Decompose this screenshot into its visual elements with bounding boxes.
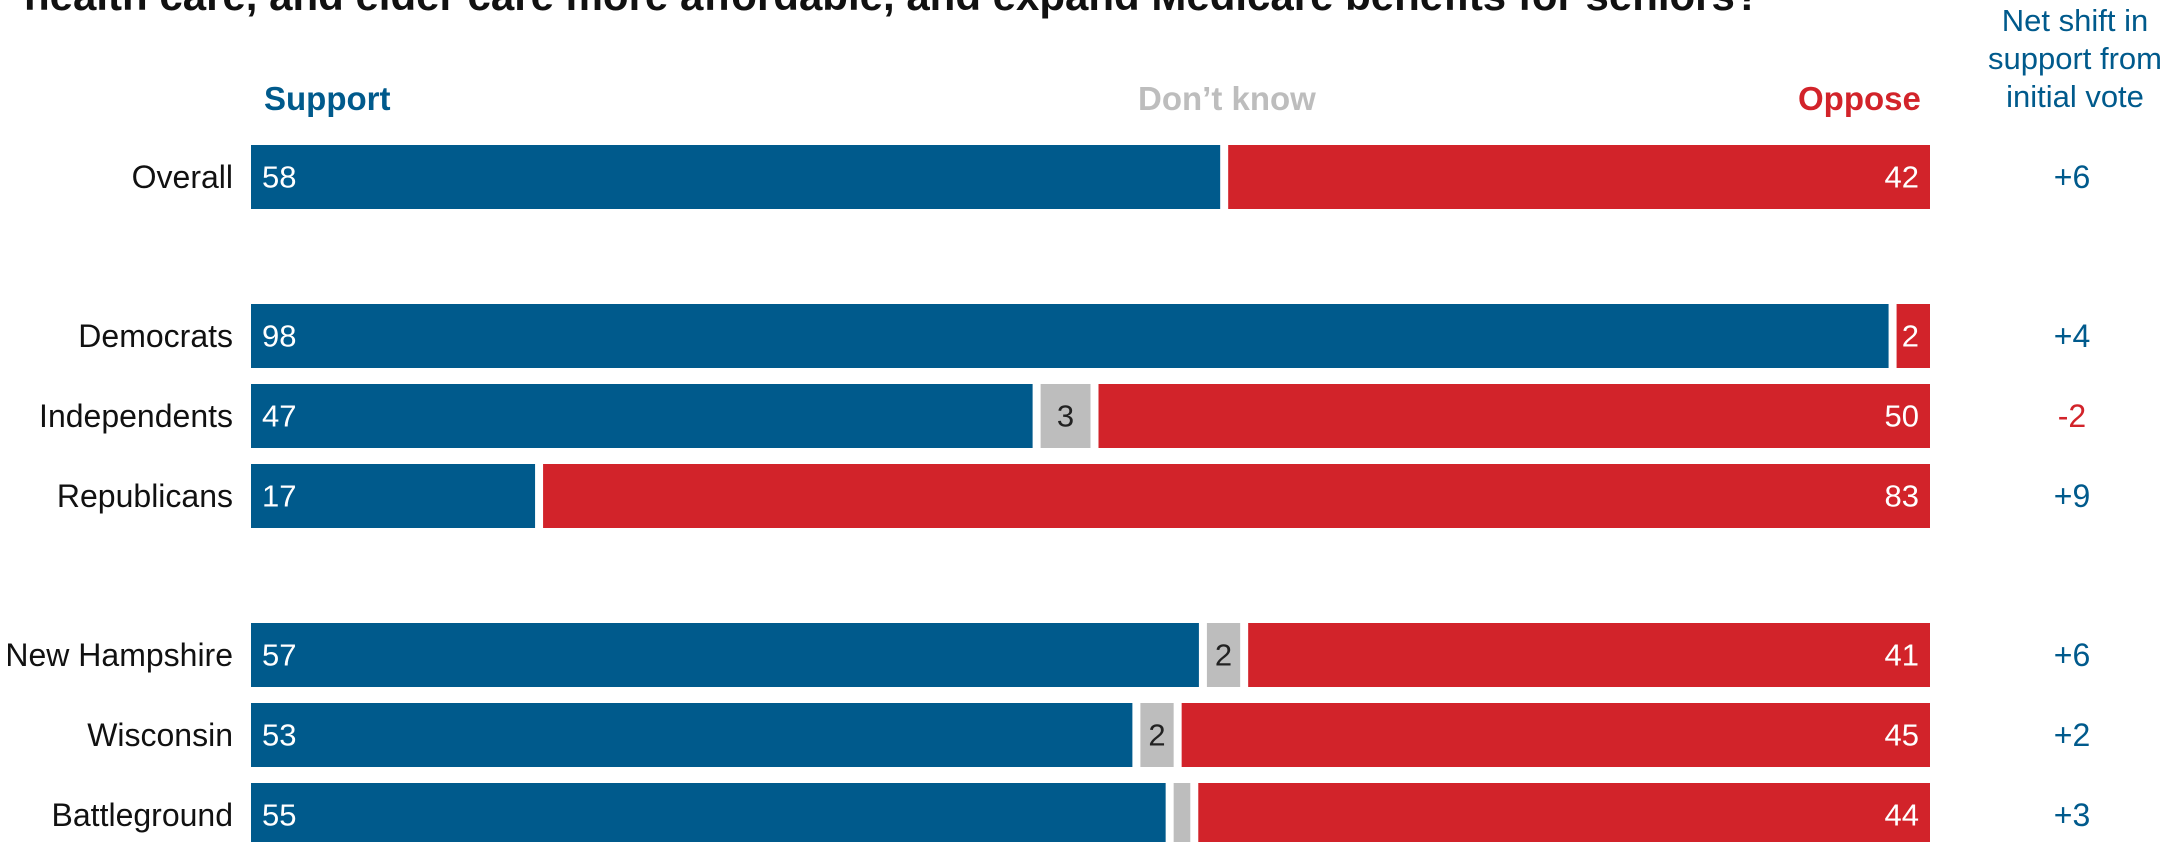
net-shift-header-line-2: support from	[1987, 41, 2162, 76]
category-label-0: Overall	[132, 159, 233, 195]
net-shift-value-0: +6	[2054, 159, 2090, 195]
net-shift-header-line-3: initial vote	[2006, 79, 2144, 114]
support-value-1: 98	[262, 319, 296, 354]
oppose-bar-0	[1228, 145, 1930, 209]
legend-support: Support	[264, 80, 391, 117]
category-label-4: New Hampshire	[5, 637, 233, 673]
oppose-bar-3	[543, 464, 1930, 528]
support-value-4: 57	[262, 638, 296, 673]
oppose-bar-4	[1248, 623, 1930, 687]
support-value-6: 55	[262, 798, 296, 833]
category-label-5: Wisconsin	[87, 717, 233, 753]
oppose-bar-6	[1198, 783, 1930, 842]
net-shift-value-2: -2	[2058, 398, 2086, 434]
oppose-value-2: 50	[1885, 399, 1919, 434]
legend-oppose: Oppose	[1798, 80, 1921, 117]
oppose-value-6: 44	[1885, 798, 1919, 833]
dont-know-bar-5	[1140, 703, 1174, 767]
support-bar-1	[251, 304, 1889, 368]
category-label-6: Battleground	[52, 797, 233, 833]
oppose-value-3: 83	[1885, 479, 1919, 514]
oppose-value-0: 42	[1885, 160, 1919, 195]
oppose-value-5: 45	[1885, 718, 1919, 753]
support-bar-0	[251, 145, 1221, 209]
support-bar-3	[251, 464, 536, 528]
dont-know-bar-4	[1206, 623, 1241, 687]
net-shift-header: Net shift in support from initial vote	[1960, 2, 2184, 116]
support-value-5: 53	[262, 718, 296, 753]
net-shift-value-1: +4	[2054, 318, 2090, 354]
dont-know-value-2: 3	[1057, 399, 1074, 434]
category-label-3: Republicans	[57, 478, 233, 514]
support-bar-4	[251, 623, 1199, 687]
oppose-bar-2	[1098, 384, 1930, 448]
dont-know-bar-2	[1040, 384, 1091, 448]
legend-dont-know: Don’t know	[1138, 80, 1316, 117]
oppose-bar-1	[1896, 304, 1930, 368]
net-shift-value-3: +9	[2054, 478, 2090, 514]
support-bar-5	[251, 703, 1133, 767]
support-value-0: 58	[262, 160, 296, 195]
chart-title: health care, and elder care more afforda…	[24, 0, 1761, 20]
dont-know-value-5: 2	[1148, 718, 1165, 753]
category-label-1: Democrats	[78, 318, 233, 354]
net-shift-header-line-1: Net shift in	[2001, 3, 2149, 38]
support-bar-6	[251, 783, 1166, 842]
category-label-2: Independents	[39, 398, 233, 434]
net-shift-value-6: +3	[2054, 797, 2090, 833]
support-value-2: 47	[262, 399, 296, 434]
net-shift-value-5: +2	[2054, 717, 2090, 753]
net-shift-value-4: +6	[2054, 637, 2090, 673]
dont-know-bar-6	[1173, 783, 1191, 842]
oppose-value-4: 41	[1885, 638, 1919, 673]
oppose-value-1: 2	[1902, 319, 1919, 354]
dont-know-value-4: 2	[1215, 638, 1232, 673]
oppose-bar-5	[1181, 703, 1930, 767]
support-value-3: 17	[262, 479, 296, 514]
support-bar-2	[251, 384, 1033, 448]
